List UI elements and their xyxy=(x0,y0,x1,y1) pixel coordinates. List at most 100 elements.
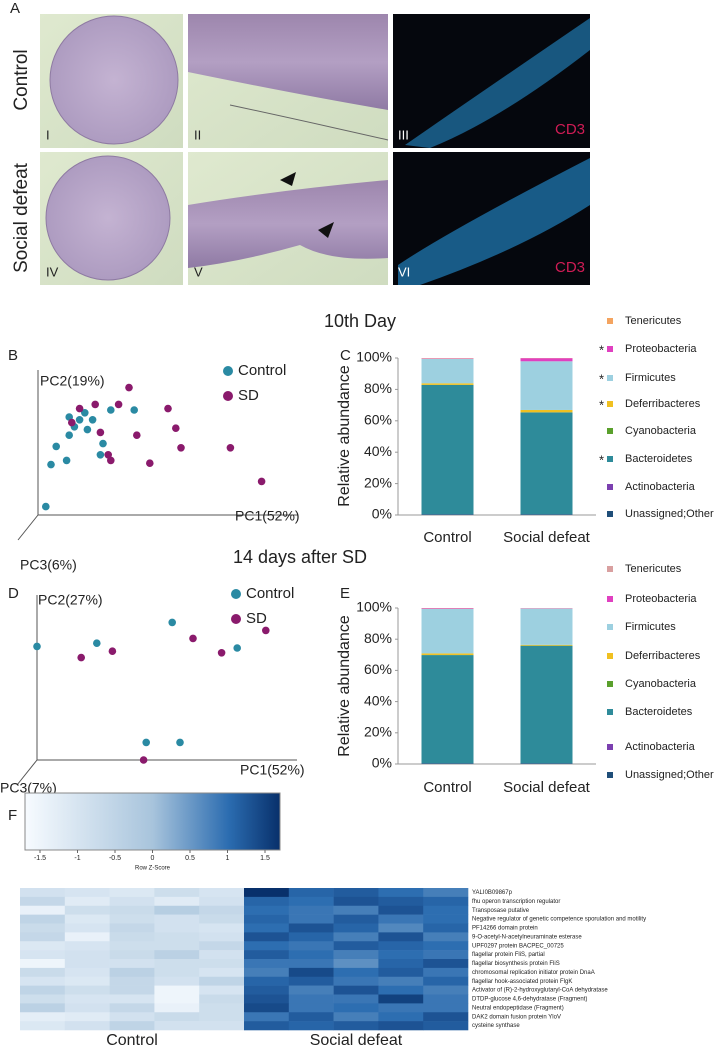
legend-label: Proteobacteria xyxy=(625,343,697,355)
legend-label: Unassigned;Other xyxy=(625,508,714,520)
y-tick-label: 100% xyxy=(356,599,392,615)
point xyxy=(177,444,185,452)
legend-label: Firmicutes xyxy=(625,372,676,384)
legend-marker xyxy=(223,391,233,401)
heatmap-cell xyxy=(64,932,110,942)
legend-label: SD xyxy=(238,387,259,404)
legend-marker xyxy=(607,375,613,381)
legend-marker xyxy=(231,589,241,599)
significance-mark: * xyxy=(599,397,604,412)
axis-label: PC1(52%) xyxy=(240,762,305,778)
point xyxy=(75,404,84,413)
heatmap-cell xyxy=(288,994,334,1004)
heatmap-cell xyxy=(154,932,200,942)
colorbar xyxy=(24,792,281,851)
row-label: UPF0297 protein BACPEC_00725 xyxy=(472,943,564,949)
point xyxy=(146,459,154,468)
heatmap-cell xyxy=(288,1021,334,1031)
micrograph: CD3 xyxy=(393,14,590,148)
legend-marker xyxy=(607,346,613,352)
heatmap-cell xyxy=(423,923,469,933)
heatmap-cell xyxy=(378,932,424,942)
heatmap-cell xyxy=(154,905,200,915)
image-label: II xyxy=(194,127,201,142)
point xyxy=(142,738,150,747)
heatmap-cell xyxy=(244,932,290,942)
heatmap-cell xyxy=(20,959,66,969)
heatmap-cell xyxy=(333,976,379,986)
heatmap-cell xyxy=(378,888,424,898)
heatmap-cell xyxy=(20,1003,66,1013)
heatmap-cell xyxy=(154,1012,200,1022)
point xyxy=(108,647,117,655)
point xyxy=(168,618,176,627)
colorbar-tick-label: 0 xyxy=(151,855,155,862)
heatmap-cell xyxy=(20,976,66,986)
point xyxy=(125,383,133,392)
point xyxy=(77,653,85,662)
heatmap-cell xyxy=(20,994,66,1004)
heatmap-cell xyxy=(64,888,110,898)
panel-letter: F xyxy=(8,807,17,824)
point xyxy=(33,642,41,651)
heatmap-cell xyxy=(244,888,290,898)
bar-segment xyxy=(421,655,474,764)
row-label: chromosomal replication initiator protei… xyxy=(472,970,595,976)
heatmap-cell xyxy=(244,976,290,986)
axis-line xyxy=(17,514,39,541)
point xyxy=(99,439,107,448)
heatmap-cell xyxy=(423,905,469,915)
panel-letter: E xyxy=(340,585,350,602)
column-group-label: Social defeat xyxy=(310,1032,403,1049)
micrograph xyxy=(40,152,183,285)
legend-marker xyxy=(223,366,233,376)
heatmap-cell xyxy=(64,976,110,986)
point xyxy=(88,416,97,424)
heatmap-cell xyxy=(199,905,245,915)
heatmap-cell xyxy=(154,976,200,986)
bar-segment xyxy=(520,608,573,645)
heatmap-cell xyxy=(154,888,200,898)
colorbar-tick-label: 1.5 xyxy=(260,855,270,862)
heatmap-cell xyxy=(109,976,155,986)
legend-marker xyxy=(607,484,613,490)
point xyxy=(47,460,55,469)
heatmap-cell xyxy=(20,985,66,995)
heatmap-cell xyxy=(109,994,155,1004)
heatmap-cell xyxy=(378,905,424,915)
legend-label: Control xyxy=(246,585,294,602)
legend-label: Deferribacteres xyxy=(625,398,701,410)
y-tick-label: 100% xyxy=(356,349,392,365)
heatmap-cell xyxy=(378,959,424,969)
y-tick-label: 0% xyxy=(372,755,392,771)
y-tick-label: 60% xyxy=(364,412,392,428)
bar-segment xyxy=(421,385,474,515)
heatmap-cell xyxy=(64,1003,110,1013)
heatmap-cell xyxy=(333,994,379,1004)
heatmap-cell xyxy=(378,1003,424,1013)
point xyxy=(107,406,115,414)
bar-segment xyxy=(421,608,474,654)
heatmap-cell xyxy=(199,896,245,907)
row-label: flagellar hook-associated protein FlgK xyxy=(472,979,572,985)
heatmap-cell xyxy=(333,967,379,978)
significance-mark: * xyxy=(599,371,604,386)
heatmap-cell xyxy=(64,941,110,951)
point xyxy=(172,424,180,433)
heatmap-cell xyxy=(423,967,469,978)
heatmap-cell xyxy=(64,914,110,924)
colorbar-tick-label: 1 xyxy=(226,855,230,862)
heatmap-cell xyxy=(423,888,469,898)
row-label: Transposase putative xyxy=(472,908,530,914)
heatmap-cell xyxy=(109,985,155,995)
legend-label: Actinobacteria xyxy=(625,481,696,493)
heatmap-cell xyxy=(288,1012,334,1022)
row-label: cysteine synthase xyxy=(472,1023,520,1029)
heatmap-cell xyxy=(64,959,110,969)
heatmap-cell xyxy=(20,1012,66,1022)
point xyxy=(93,639,101,647)
heatmap-cell xyxy=(199,914,245,924)
heatmap-cell xyxy=(154,914,200,924)
heatmap-cell xyxy=(244,959,290,969)
